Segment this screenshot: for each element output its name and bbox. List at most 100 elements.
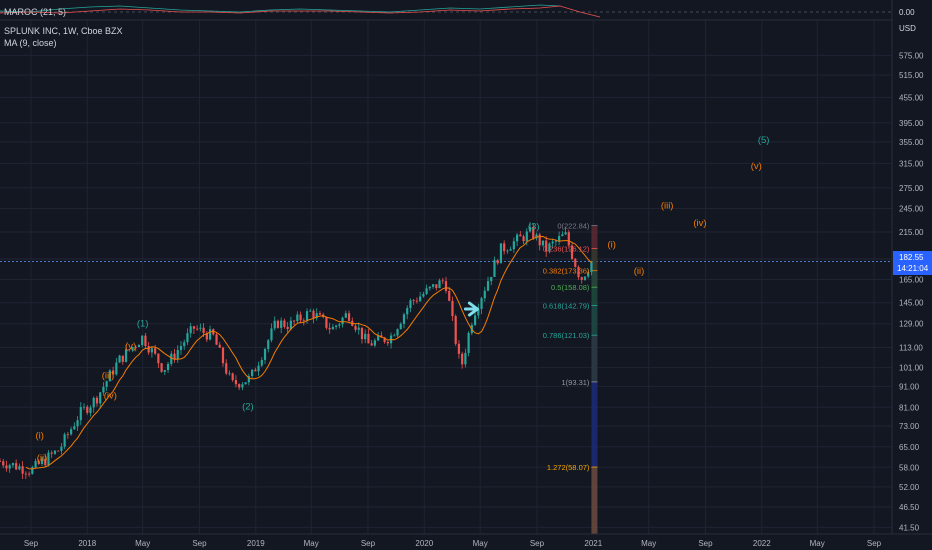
price-tick-label: 113.00 xyxy=(899,344,923,353)
candle-body xyxy=(499,243,503,264)
fib-label: 0(222.84) xyxy=(557,222,590,231)
candle-body xyxy=(102,386,105,393)
candle-body xyxy=(509,249,512,251)
candle-body xyxy=(506,250,509,252)
price-tick-label: 58.00 xyxy=(899,463,920,472)
time-tick-label: Sep xyxy=(361,539,376,548)
candle-body xyxy=(212,329,215,335)
candle-body xyxy=(218,344,221,348)
candle-body xyxy=(457,343,461,354)
wave-label: (iv) xyxy=(104,391,117,402)
candle-body xyxy=(541,240,545,246)
price-tick-label: 101.00 xyxy=(899,364,924,373)
wave-label: (ii) xyxy=(634,266,645,277)
candle-body xyxy=(179,346,183,350)
chart-grid xyxy=(0,20,892,534)
candle-body xyxy=(331,327,334,330)
candle-body xyxy=(438,280,441,289)
fib-band xyxy=(591,305,598,336)
candle-body xyxy=(435,284,438,289)
candle-body xyxy=(525,231,528,242)
candle-body xyxy=(199,327,202,329)
candle-body xyxy=(393,335,396,337)
time-tick-label: 2022 xyxy=(753,539,771,548)
candle-body xyxy=(406,308,409,315)
candle-body xyxy=(196,328,199,330)
candle-body xyxy=(57,450,60,452)
candle-body xyxy=(170,353,173,364)
price-tick-label: 129.00 xyxy=(899,320,924,329)
candle-body xyxy=(335,325,338,328)
candle-body xyxy=(157,353,160,364)
price-tick-label: 215.00 xyxy=(899,228,924,237)
price-tick-label: 575.00 xyxy=(899,51,924,60)
candle-body xyxy=(402,314,406,324)
wave-labels: (i)(ii)(iii)(iv)(v)(1)(2)(3)(i)(ii)(iii)… xyxy=(35,135,769,464)
time-tick-label: 2019 xyxy=(247,539,265,548)
candle-body xyxy=(328,327,331,330)
price-tick-label: 52.00 xyxy=(899,483,920,492)
candle-body xyxy=(574,258,577,267)
price-scale[interactable]: 0.00 USD 575.00 515.00 455.00 395.00 355.00 3… xyxy=(891,0,932,534)
candle-body xyxy=(283,320,286,327)
price-tick-label: 245.00 xyxy=(899,205,924,214)
candle-body xyxy=(225,363,228,374)
candle-body xyxy=(538,234,541,246)
time-tick-label: 2018 xyxy=(78,539,96,548)
time-tick-label: Sep xyxy=(698,539,713,548)
wave-label: (2) xyxy=(242,402,254,413)
wave-label: (iii) xyxy=(102,371,115,382)
candle-body xyxy=(208,329,212,340)
arrow-icon xyxy=(463,301,479,317)
price-tick-label: 515.00 xyxy=(899,71,924,80)
chart-title: SPLUNK INC, 1W, Cboe BZX xyxy=(4,26,123,36)
candle-body xyxy=(483,290,486,299)
candle-body xyxy=(163,370,166,372)
candle-body xyxy=(270,328,273,341)
price-tick-label: 315.00 xyxy=(899,159,924,168)
candle-body xyxy=(444,281,448,291)
candle-body xyxy=(551,241,554,244)
candle-body xyxy=(477,308,480,316)
candle-body xyxy=(486,281,490,291)
candle-body xyxy=(238,384,241,388)
wave-label: (5) xyxy=(758,135,770,146)
candle-body xyxy=(8,465,11,469)
wave-label: (v) xyxy=(751,161,762,172)
candle-body xyxy=(137,345,141,348)
candle-body xyxy=(561,234,564,237)
time-tick-label: 2021 xyxy=(584,539,602,548)
wave-label: (ii) xyxy=(37,453,48,464)
price-tick-label: 355.00 xyxy=(899,138,924,147)
candle-body xyxy=(24,473,27,475)
candle-body xyxy=(150,348,153,353)
candle-body xyxy=(451,300,454,317)
candle-body xyxy=(409,300,412,309)
wave-label: (3) xyxy=(528,221,540,232)
fib-band xyxy=(591,287,598,306)
time-scale[interactable]: Sep 2018 May Sep 2019 May Sep 2020 May Sep 2021 May… xyxy=(0,533,932,548)
wave-label: (i) xyxy=(35,431,43,442)
candle-body xyxy=(577,266,580,278)
candle-body xyxy=(318,313,322,315)
candle-body xyxy=(383,337,386,342)
wave-label: (v) xyxy=(125,341,136,352)
candle-body xyxy=(154,348,157,354)
candle-body xyxy=(95,397,99,404)
candle-body xyxy=(415,300,419,302)
fib-band xyxy=(591,270,598,288)
candle-body xyxy=(44,458,47,466)
candle-body xyxy=(241,384,244,388)
candle-body xyxy=(535,234,538,239)
price-tick-label: 165.00 xyxy=(899,276,924,285)
price-tick-label: 145.00 xyxy=(899,299,924,308)
candle-body xyxy=(299,314,302,321)
fibonacci-labels: 0(222.84) 0.236(196.12) 0.382(173.36) 0.5(1… xyxy=(543,222,590,473)
fib-label: 1.272(58.07) xyxy=(547,463,590,472)
time-tick-label: Sep xyxy=(192,539,207,548)
candle-body xyxy=(431,284,435,287)
candle-body xyxy=(289,320,292,330)
candle-body xyxy=(47,452,50,466)
candle-body xyxy=(357,327,360,330)
